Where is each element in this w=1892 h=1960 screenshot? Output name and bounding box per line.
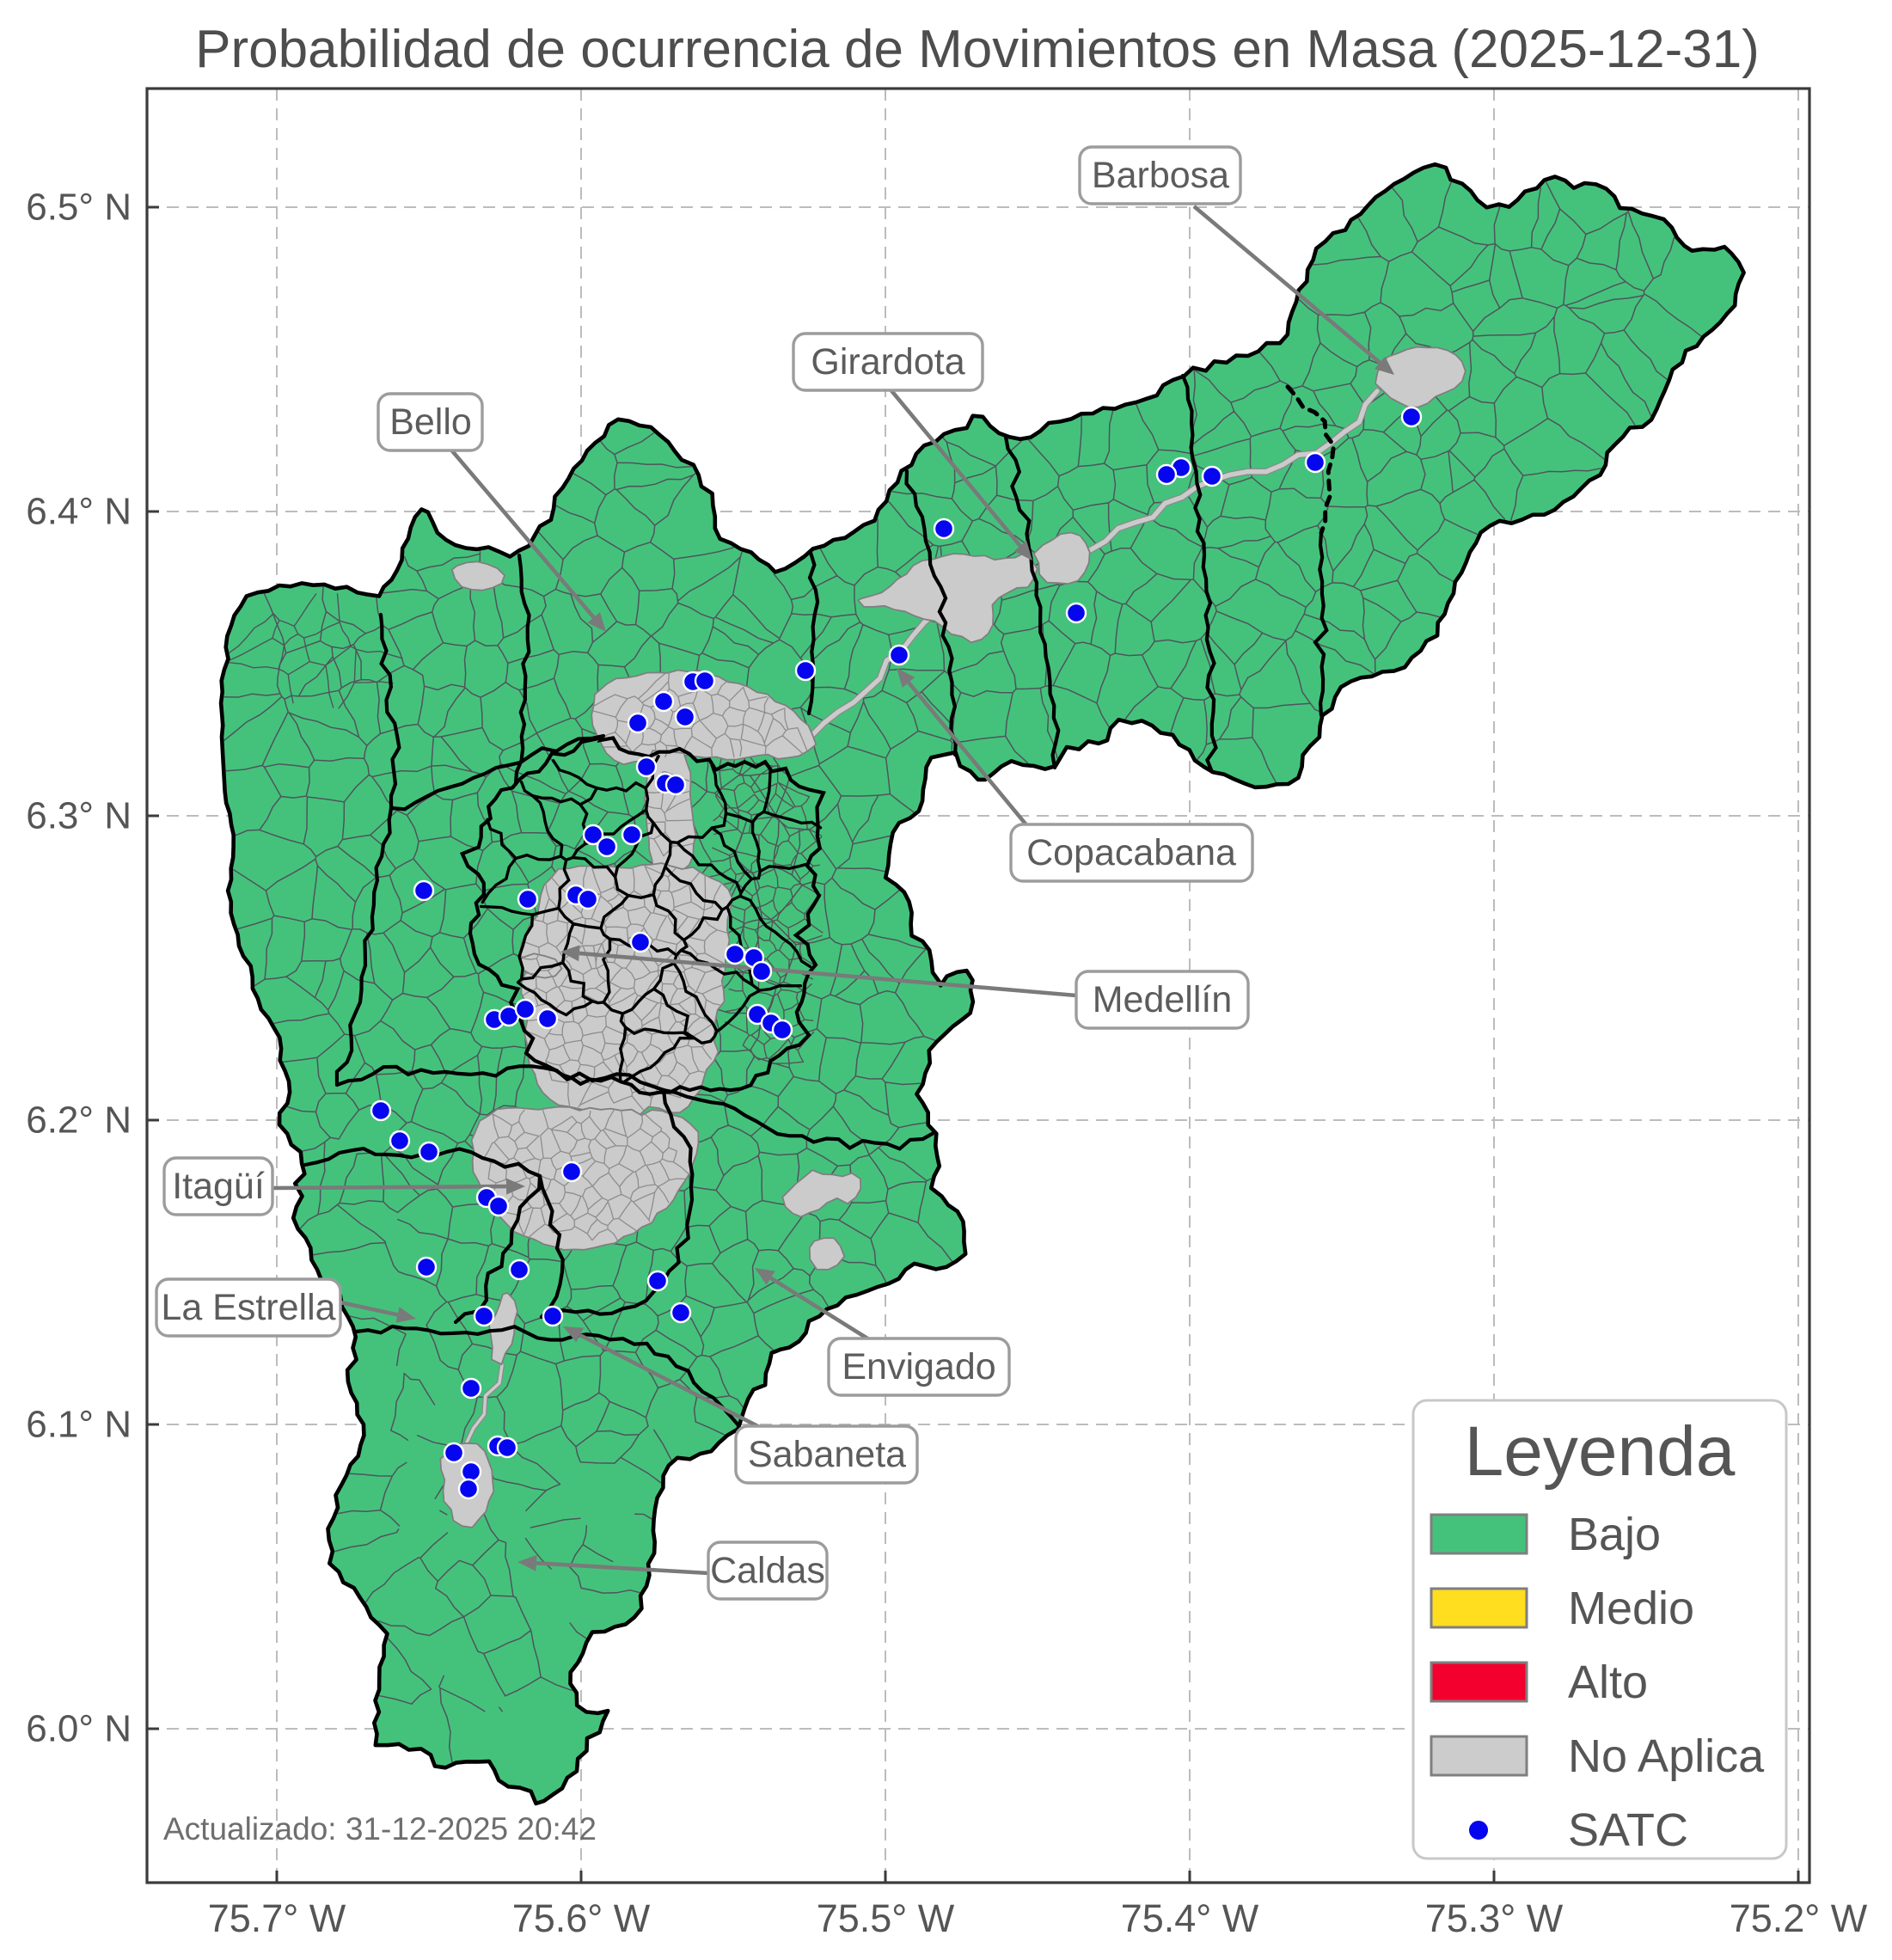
svg-text:Sabaneta: Sabaneta [748, 1434, 906, 1475]
svg-text:75.7° W: 75.7° W [208, 1896, 346, 1940]
svg-text:Caldas: Caldas [710, 1550, 825, 1591]
svg-text:75.6° W: 75.6° W [512, 1896, 651, 1940]
svg-text:75.4° W: 75.4° W [1121, 1896, 1259, 1940]
svg-text:Actualizado: 31-12-2025 20:42: Actualizado: 31-12-2025 20:42 [163, 1811, 597, 1847]
svg-text:6.0° N: 6.0° N [26, 1708, 132, 1750]
svg-text:Copacabana: Copacabana [1026, 832, 1236, 873]
svg-text:6.4° N: 6.4° N [26, 491, 132, 533]
svg-text:Girardota: Girardota [811, 341, 964, 383]
svg-text:Probabilidad de ocurrencia de: Probabilidad de ocurrencia de Movimiento… [195, 20, 1760, 79]
svg-text:6.1° N: 6.1° N [26, 1404, 132, 1446]
svg-text:SATC: SATC [1568, 1804, 1688, 1856]
svg-text:Barbosa: Barbosa [1092, 155, 1229, 196]
svg-text:Leyenda: Leyenda [1465, 1412, 1736, 1491]
svg-text:Envigado: Envigado [842, 1346, 995, 1387]
svg-text:Medio: Medio [1568, 1583, 1694, 1634]
svg-text:75.2° W: 75.2° W [1730, 1896, 1868, 1940]
svg-text:La Estrella: La Estrella [161, 1287, 335, 1328]
svg-text:6.2° N: 6.2° N [26, 1099, 132, 1142]
svg-text:Medellín: Medellín [1093, 979, 1233, 1020]
svg-text:No Aplica: No Aplica [1568, 1730, 1765, 1782]
svg-text:Bello: Bello [389, 401, 472, 443]
svg-text:6.3° N: 6.3° N [26, 795, 132, 837]
svg-text:75.5° W: 75.5° W [817, 1896, 955, 1940]
svg-text:Alto: Alto [1568, 1657, 1648, 1708]
svg-text:75.3° W: 75.3° W [1425, 1896, 1564, 1940]
svg-text:Itagüí: Itagüí [172, 1166, 265, 1207]
svg-text:6.5° N: 6.5° N [26, 187, 132, 229]
svg-text:Bajo: Bajo [1568, 1509, 1661, 1560]
